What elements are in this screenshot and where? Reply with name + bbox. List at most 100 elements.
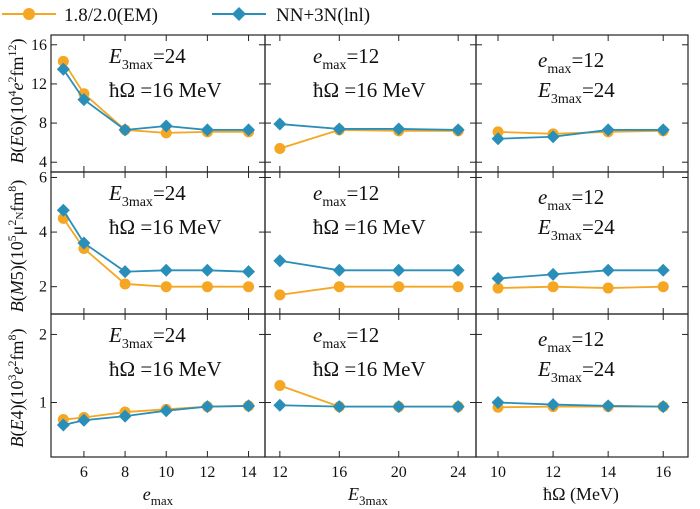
data-point-lnl [656, 263, 670, 277]
data-point-em [492, 282, 504, 294]
xlabel-col3: ħΩ (MeV) [543, 484, 619, 505]
data-point-em [547, 281, 559, 293]
data-point-lnl [601, 123, 615, 137]
annotation-line1: emax=12 [538, 48, 604, 77]
xlabel-col2: E3max [347, 484, 388, 508]
data-point-lnl [200, 123, 214, 137]
y-tick-label: 12 [31, 76, 47, 93]
data-point-lnl [332, 122, 346, 136]
data-point-em [160, 281, 172, 293]
panel-r2-c1: 2 4 6 E3max=24 ħΩ =16 MeV [39, 169, 266, 315]
data-point-lnl [601, 263, 615, 277]
annotation-line2: E3max=24 [537, 357, 615, 386]
annotation-line2: ħΩ =16 MeV [109, 78, 222, 102]
annotation-line1: emax=12 [313, 44, 379, 73]
data-point-em [452, 281, 464, 293]
x-tick-label: 12 [545, 464, 561, 481]
x-tick-label: 12 [272, 464, 288, 481]
annotation-line1: E3max=24 [108, 44, 186, 73]
annotation-line2: E3max=24 [537, 78, 615, 107]
data-point-lnl [656, 123, 670, 137]
data-point-lnl [200, 400, 214, 414]
series-line-em [279, 285, 459, 296]
panel-r2-c2: emax=12 ħΩ =16 MeV [264, 171, 477, 315]
series-line-lnl [279, 259, 459, 272]
data-point-em [160, 127, 172, 139]
x-tick-label: 20 [391, 464, 407, 481]
x-tick-label: 14 [600, 464, 616, 481]
legend-entry-em: 1.8/2.0(EM) [2, 5, 158, 26]
data-point-lnl [159, 119, 173, 133]
data-point-lnl [159, 263, 173, 277]
axis-labels: B(E6)(104e2fm12) B(M5)(105μ2Nfm8) B(E4)(… [5, 39, 619, 509]
x-tick-label: 8 [121, 464, 129, 481]
y-tick-label: 2 [39, 279, 47, 296]
annotation-line1: emax=12 [538, 327, 604, 356]
data-point-lnl [332, 400, 346, 414]
data-point-em [201, 281, 213, 293]
data-point-lnl [392, 122, 406, 136]
y-tick-label: 16 [31, 37, 47, 54]
data-point-em [119, 278, 131, 290]
data-point-lnl [56, 62, 70, 76]
series-line-lnl [497, 129, 664, 140]
data-point-lnl [77, 413, 91, 427]
x-tick-label: 16 [331, 464, 347, 481]
x-tick-label: 10 [490, 464, 506, 481]
data-point-lnl [242, 265, 256, 279]
legend: 1.8/2.0(EM) NN+3N(lnl) [2, 5, 370, 26]
series-line-em [498, 285, 664, 289]
data-point-em [393, 281, 405, 293]
data-point-em [274, 143, 286, 155]
data-point-lnl [273, 254, 287, 268]
data-point-lnl [77, 93, 91, 107]
y-tick-label: 8 [39, 115, 47, 132]
data-point-lnl [273, 117, 287, 131]
annotation-line2: E3max=24 [537, 215, 615, 244]
annotation-line1: emax=12 [313, 181, 379, 210]
data-point-lnl [242, 399, 256, 413]
series-line-lnl [62, 209, 249, 273]
data-point-lnl [77, 236, 91, 250]
data-point-lnl [56, 203, 70, 217]
data-point-lnl [546, 398, 560, 412]
x-tick-label: 10 [158, 464, 174, 481]
data-point-lnl [392, 400, 406, 414]
series-line-lnl [497, 269, 664, 280]
data-point-lnl [118, 409, 132, 423]
data-point-lnl [332, 263, 346, 277]
annotation-line1: E3max=24 [108, 181, 186, 210]
data-point-lnl [242, 123, 256, 137]
ylabel-row3: B(E4)(103e2fm8) [5, 329, 28, 448]
x-tick-label: 16 [655, 464, 671, 481]
data-point-lnl [601, 399, 615, 413]
legend-label-lnl: NN+3N(lnl) [276, 5, 370, 26]
y-tick-label: 6 [39, 169, 47, 186]
series-line-lnl [279, 123, 459, 131]
annotation-line2: ħΩ =16 MeV [109, 215, 222, 239]
data-point-lnl [656, 400, 670, 414]
y-tick-label: 4 [39, 224, 47, 241]
data-point-lnl [491, 272, 505, 285]
panel-frame [475, 313, 689, 458]
x-tick-label: 14 [241, 464, 257, 481]
x-tick-label: 6 [80, 464, 88, 481]
data-point-lnl [273, 398, 287, 412]
data-point-em [333, 281, 345, 293]
data-point-lnl [118, 265, 132, 279]
data-point-em [243, 281, 255, 293]
y-tick-label: 1 [39, 395, 47, 412]
data-point-em [274, 289, 286, 301]
annotation-line2: ħΩ =16 MeV [109, 357, 222, 381]
annotation-line1: emax=12 [538, 185, 604, 214]
annotation-line2: ħΩ =16 MeV [313, 78, 426, 102]
annotation-line1: E3max=24 [108, 323, 186, 352]
series-line-em [62, 60, 249, 134]
series-line-lnl [62, 68, 249, 131]
data-point-lnl [546, 130, 560, 144]
data-point-lnl [392, 263, 406, 277]
xlabel-col1: emax [143, 484, 174, 508]
